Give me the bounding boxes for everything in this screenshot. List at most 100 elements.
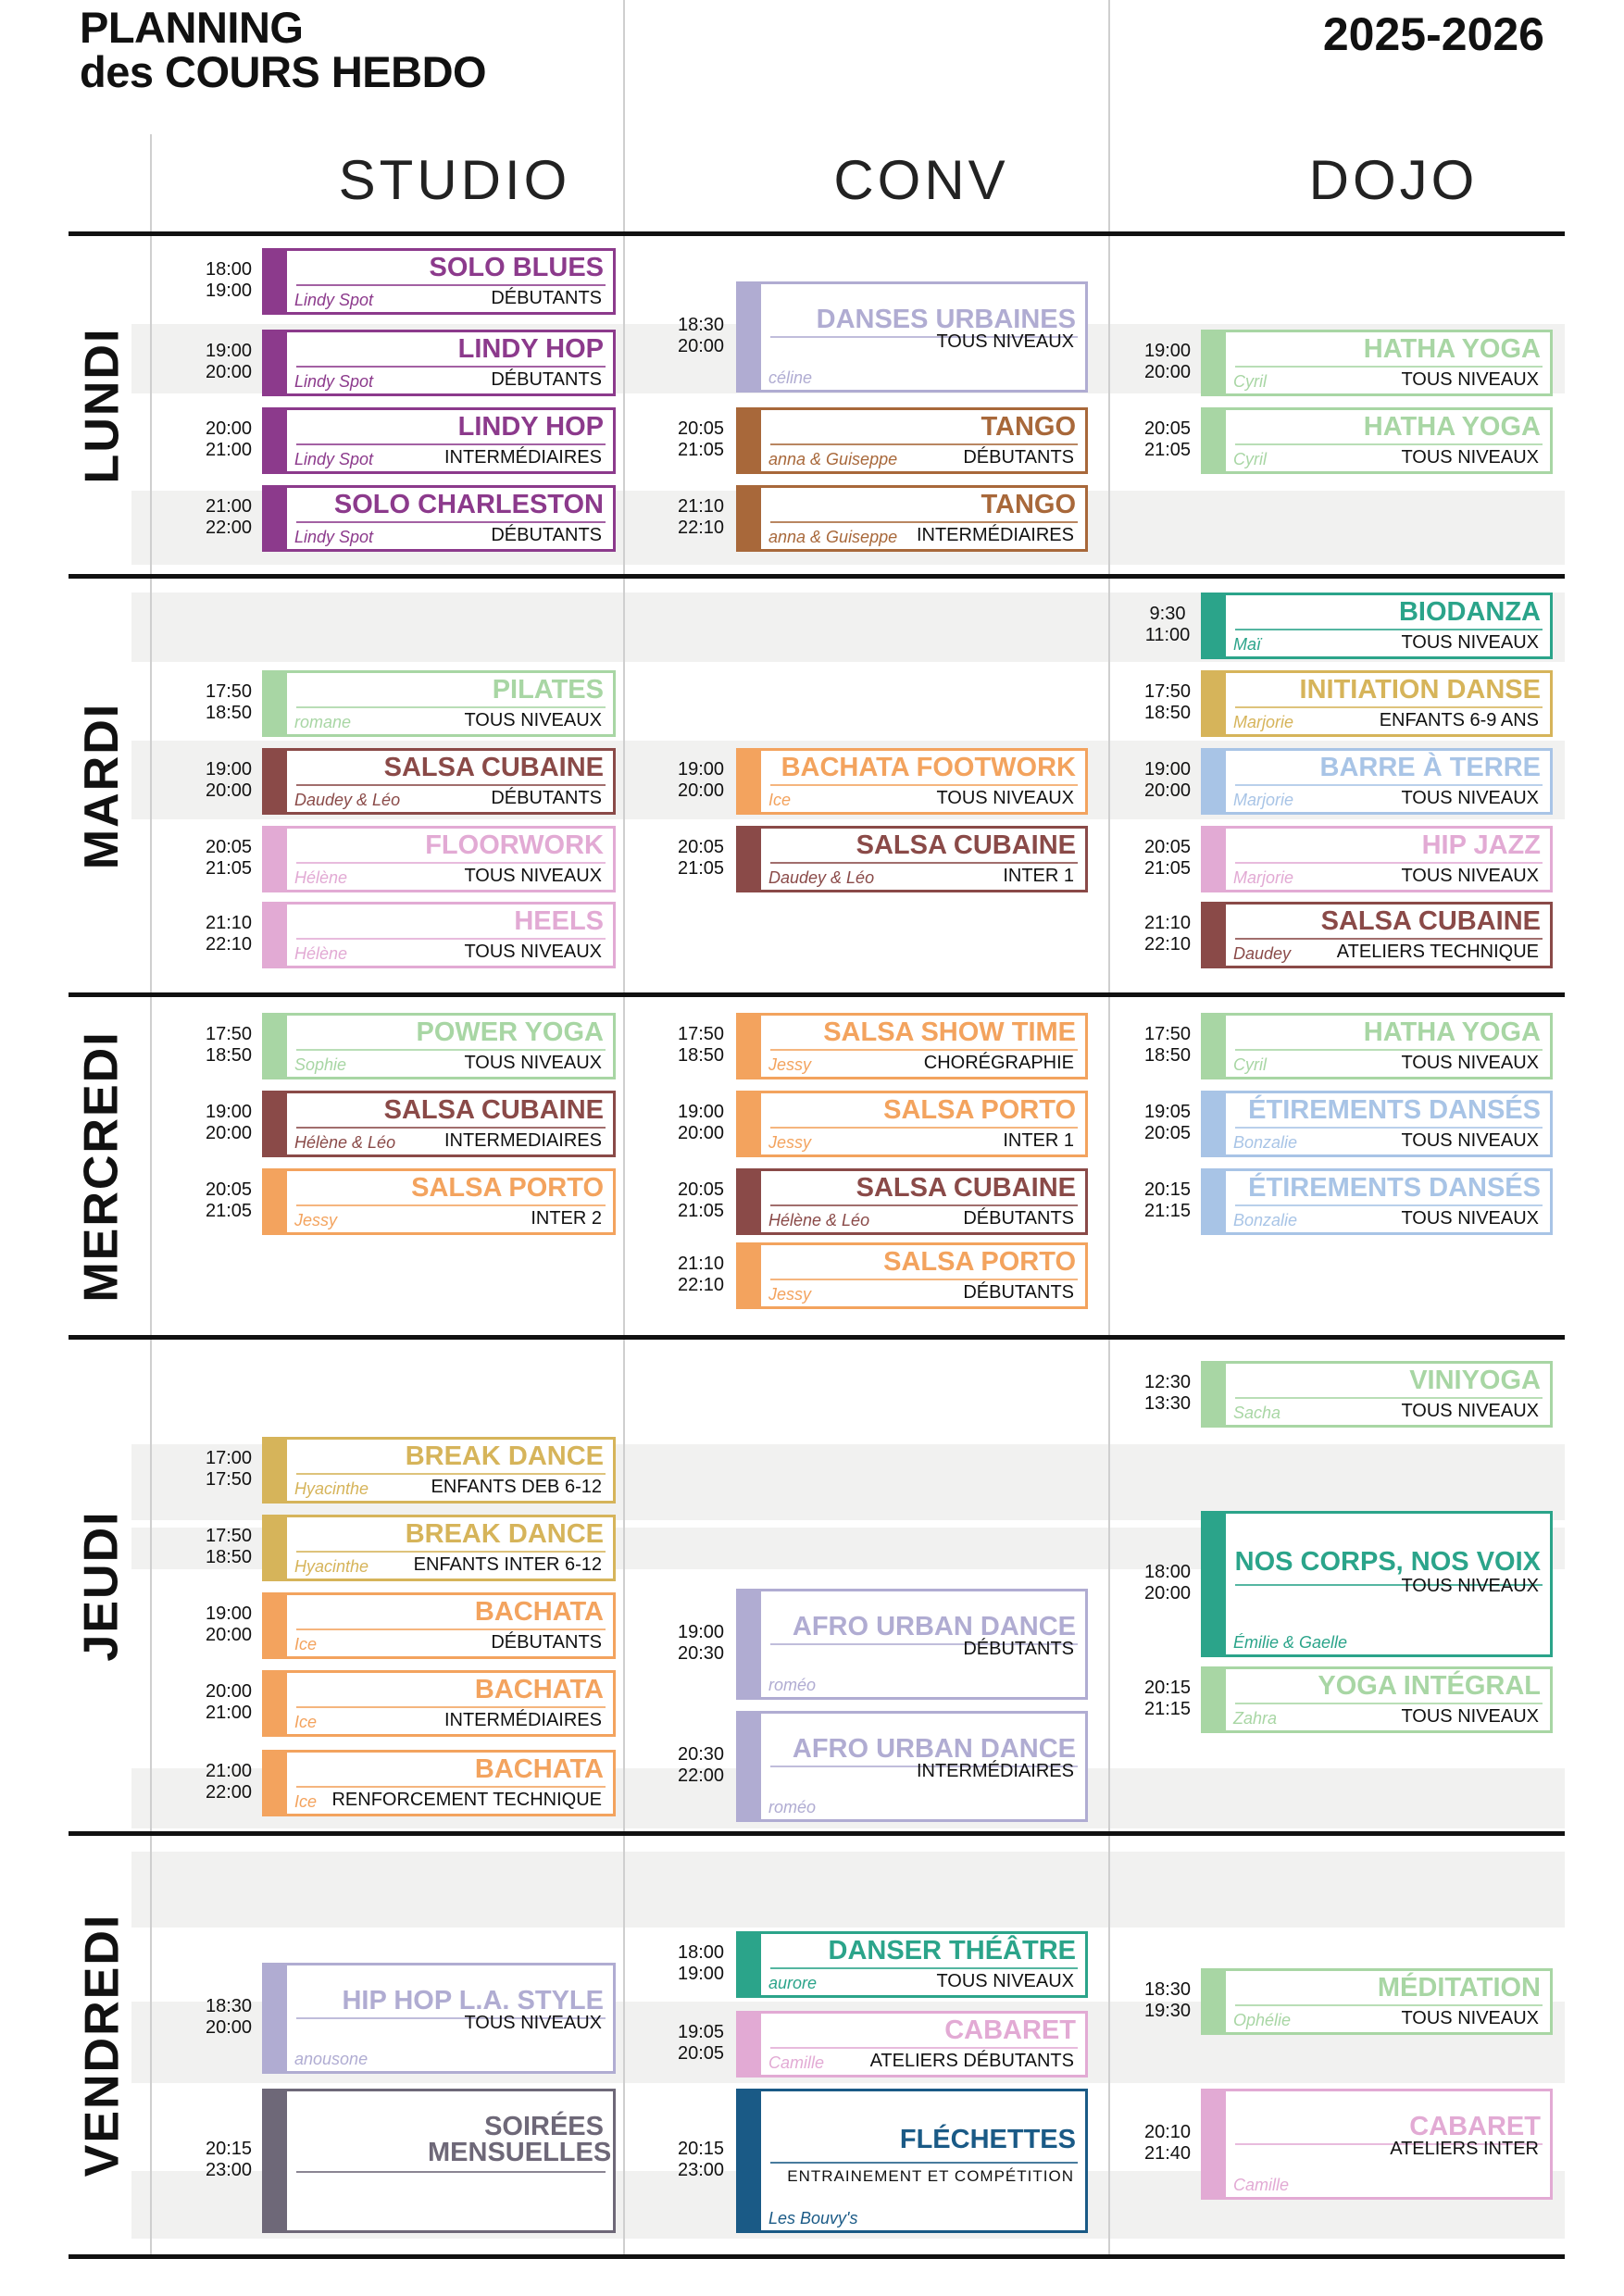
class-card-lundi-conv-3[interactable]: TANGO anna & Guiseppe INTERMÉDIAIRES	[736, 485, 1088, 552]
class-name: BREAK DANCE	[405, 1441, 604, 1471]
class-name: SALSA SHOW TIME	[823, 1017, 1076, 1047]
color-bar	[265, 488, 287, 549]
card-rule	[1235, 862, 1543, 864]
class-card-jeudi-studio-4[interactable]: BACHATA Ice INTERMÉDIAIRES	[262, 1670, 616, 1737]
class-level: ENFANTS 6-9 ANS	[1379, 710, 1539, 730]
card-rule	[1235, 443, 1543, 445]
class-card-lundi-dojo-2[interactable]: HATHA YOGA Cyril TOUS NIVEAUX	[1201, 407, 1553, 474]
column-dojo: DOJO	[1308, 149, 1479, 211]
class-card-mercredi-studio-1[interactable]: POWER YOGA Sophie TOUS NIVEAUX	[262, 1013, 616, 1079]
class-card-lundi-studio-4[interactable]: SOLO CHARLESTON Lindy Spot DÉBUTANTS	[262, 485, 616, 552]
class-card-vendredi-studio-2[interactable]: SOIRÉES MENSUELLES	[262, 2089, 616, 2233]
class-card-lundi-studio-3[interactable]: LINDY HOP Lindy Spot INTERMÉDIAIRES	[262, 407, 616, 474]
color-bar	[739, 410, 761, 471]
class-name: BACHATA	[474, 1754, 604, 1784]
end-time: 20:05	[1143, 1123, 1192, 1143]
end-time: 22:10	[205, 934, 253, 955]
start-time: 20:15	[205, 2139, 253, 2159]
class-card-mardi-dojo-5[interactable]: SALSA CUBAINE Daudey ATELIERS TECHNIQUE	[1201, 902, 1553, 968]
teacher-name: anna & Guiseppe	[768, 450, 898, 468]
card-rule	[1235, 2143, 1543, 2145]
class-card-vendredi-conv-3[interactable]: FLÉCHETTES Les Bouvy's ENTRAINEMENT ET COM…	[736, 2089, 1088, 2233]
class-card-jeudi-conv-2[interactable]: AFRO URBAN DANCE roméo INTERMÉDIAIRES	[736, 1711, 1088, 1822]
class-card-jeudi-studio-5[interactable]: BACHATA Ice RENFORCEMENT TECHNIQUE	[262, 1750, 616, 1816]
class-card-mardi-studio-3[interactable]: FLOORWORK Hélène TOUS NIVEAUX	[262, 826, 616, 892]
class-card-mardi-studio-2[interactable]: SALSA CUBAINE Daudey & Léo DÉBUTANTS	[262, 748, 616, 815]
class-card-jeudi-conv-1[interactable]: AFRO URBAN DANCE roméo DÉBUTANTS	[736, 1589, 1088, 1700]
class-card-mercredi-dojo-1[interactable]: HATHA YOGA Cyril TOUS NIVEAUX	[1201, 1013, 1553, 1079]
class-level: DÉBUTANTS	[963, 447, 1074, 468]
class-card-mardi-dojo-3[interactable]: BARRE À TERRE Marjorie TOUS NIVEAUX	[1201, 748, 1553, 815]
card-rule	[296, 1551, 606, 1553]
teacher-name: Marjorie	[1233, 713, 1294, 731]
class-card-mercredi-studio-3[interactable]: SALSA PORTO Jessy INTER 2	[262, 1168, 616, 1235]
card-rule	[296, 1706, 606, 1708]
class-card-jeudi-studio-1[interactable]: BREAK DANCE Hyacinthe ENFANTS DEB 6-12	[262, 1437, 616, 1504]
start-time: 20:15	[1143, 1179, 1192, 1200]
class-card-mercredi-conv-2[interactable]: SALSA PORTO Jessy INTER 1	[736, 1091, 1088, 1157]
class-card-mardi-studio-1[interactable]: PILATES romane TOUS NIVEAUX	[262, 670, 616, 737]
class-name: CABARET	[1409, 2112, 1541, 2141]
color-bar	[739, 1171, 761, 1232]
teacher-name: Marjorie	[1233, 791, 1294, 809]
class-time-mercredi-conv-3: 20:05 21:05	[659, 1179, 743, 1222]
class-card-mardi-dojo-2[interactable]: INITIATION DANSE Marjorie ENFANTS 6-9 ANS	[1201, 670, 1553, 737]
class-card-mardi-dojo-1[interactable]: BIODANZA Maï TOUS NIVEAUX	[1201, 593, 1553, 659]
class-card-lundi-studio-2[interactable]: LINDY HOP Lindy Spot DÉBUTANTS	[262, 330, 616, 396]
class-time-jeudi-dojo-3: 20:15 21:15	[1126, 1678, 1209, 1720]
class-level: TOUS NIVEAUX	[1401, 1208, 1539, 1229]
class-card-vendredi-conv-1[interactable]: DANSER THÉÂTRE aurore TOUS NIVEAUX	[736, 1931, 1088, 1998]
class-card-vendredi-dojo-1[interactable]: MÉDITATION Ophélie TOUS NIVEAUX	[1201, 1968, 1553, 2035]
class-card-mercredi-conv-3[interactable]: SALSA CUBAINE Hélène & Léo DÉBUTANTS	[736, 1168, 1088, 1235]
class-card-mardi-conv-1[interactable]: BACHATA FOOTWORK Ice TOUS NIVEAUX	[736, 748, 1088, 815]
class-card-mercredi-conv-4[interactable]: SALSA PORTO Jessy DÉBUTANTS	[736, 1242, 1088, 1309]
start-time: 17:50	[205, 681, 253, 702]
class-level: DÉBUTANTS	[491, 369, 602, 390]
class-card-mercredi-dojo-3[interactable]: ÉTIREMENTS DANSÉS Bonzalie TOUS NIVEAUX	[1201, 1168, 1553, 1235]
class-card-mardi-studio-4[interactable]: HEELS Hélène TOUS NIVEAUX	[262, 902, 616, 968]
class-card-jeudi-studio-2[interactable]: BREAK DANCE Hyacinthe ENFANTS INTER 6-12	[262, 1515, 616, 1581]
color-bar	[265, 751, 287, 812]
class-card-lundi-conv-2[interactable]: TANGO anna & Guiseppe DÉBUTANTS	[736, 407, 1088, 474]
class-card-lundi-studio-1[interactable]: SOLO BLUES Lindy Spot DÉBUTANTS	[262, 248, 616, 315]
end-time: 18:50	[1143, 1045, 1192, 1066]
class-card-vendredi-studio-1[interactable]: HIP HOP L.A. STYLE anousone TOUS NIVEAUX	[262, 1963, 616, 2074]
class-card-mardi-dojo-4[interactable]: HIP JAZZ Marjorie TOUS NIVEAUX	[1201, 826, 1553, 892]
card-rule	[770, 1643, 1078, 1645]
class-card-mercredi-studio-2[interactable]: SALSA CUBAINE Hélène & Léo INTERMEDIAIRES	[262, 1091, 616, 1157]
class-time-mercredi-studio-2: 19:00 20:00	[187, 1102, 270, 1144]
class-card-jeudi-dojo-2[interactable]: NOS CORPS, NOS VOIX Émilie & Gaelle TOUS N…	[1201, 1511, 1553, 1657]
start-time: 17:50	[205, 1024, 253, 1044]
class-name: TANGO	[981, 490, 1076, 519]
class-time-jeudi-dojo-1: 12:30 13:30	[1126, 1372, 1209, 1415]
class-card-mercredi-conv-1[interactable]: SALSA SHOW TIME Jessy CHORÉGRAPHIE	[736, 1013, 1088, 1079]
start-time: 20:05	[1143, 837, 1192, 857]
teacher-name: céline	[768, 368, 813, 387]
end-time: 21:05	[677, 440, 725, 460]
class-card-lundi-dojo-1[interactable]: HATHA YOGA Cyril TOUS NIVEAUX	[1201, 330, 1553, 396]
color-bar	[1204, 1364, 1226, 1425]
card-rule	[770, 1204, 1078, 1206]
class-name: BACHATA	[474, 1675, 604, 1704]
class-name: YOGA INTÉGRAL	[1318, 1671, 1541, 1701]
class-card-jeudi-dojo-3[interactable]: YOGA INTÉGRAL Zahra TOUS NIVEAUX	[1201, 1666, 1553, 1733]
class-card-vendredi-conv-2[interactable]: CABARET Camille ATELIERS DÉBUTANTS	[736, 2011, 1088, 2078]
class-card-lundi-conv-1[interactable]: DANSES URBAINES céline TOUS NIVEAUX	[736, 281, 1088, 393]
class-card-jeudi-dojo-1[interactable]: VINIYOGA Sacha TOUS NIVEAUX	[1201, 1361, 1553, 1428]
teacher-name: Lindy Spot	[294, 372, 374, 391]
class-name: LINDY HOP	[457, 334, 604, 364]
end-time: 20:05	[677, 2043, 725, 2064]
class-card-mercredi-dojo-2[interactable]: ÉTIREMENTS DANSÉS Bonzalie TOUS NIVEAUX	[1201, 1091, 1553, 1157]
color-bar	[739, 2014, 761, 2075]
class-level: TOUS NIVEAUX	[464, 2013, 602, 2033]
class-card-jeudi-studio-3[interactable]: BACHATA Ice DÉBUTANTS	[262, 1592, 616, 1659]
class-card-mardi-conv-2[interactable]: SALSA CUBAINE Daudey & Léo INTER 1	[736, 826, 1088, 892]
card-rule	[1235, 784, 1543, 786]
class-name: AFRO URBAN DANCE	[792, 1734, 1076, 1764]
card-rule	[296, 784, 606, 786]
class-time-lundi-conv-1: 18:30 20:00	[659, 315, 743, 357]
teacher-name: romane	[294, 713, 352, 731]
class-time-lundi-dojo-1: 19:00 20:00	[1126, 341, 1209, 383]
class-card-vendredi-dojo-2[interactable]: CABARET Camille ATELIERS INTER	[1201, 2089, 1553, 2200]
teacher-name: Daudey & Léo	[294, 791, 401, 809]
